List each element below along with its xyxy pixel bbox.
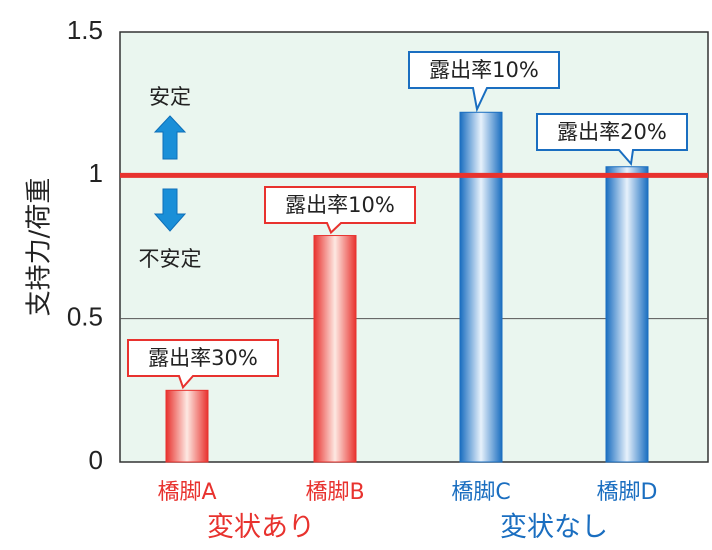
arrow-down-icon [153, 188, 187, 232]
group-label: 変状なし [500, 512, 608, 543]
callout-box [408, 51, 560, 113]
y-tick-label: 0 [89, 445, 103, 475]
group-label: 変状あり [207, 512, 315, 543]
callout-box [264, 186, 416, 235]
y-axis-label: 支持力/荷重 [25, 178, 55, 317]
bar [165, 389, 209, 463]
unstable-label: 不安定 [139, 247, 202, 271]
callout: 露出率20% [536, 113, 688, 167]
callout-label: 露出率30% [148, 346, 258, 370]
bar [459, 111, 503, 463]
y-tick-label: 1 [89, 158, 103, 188]
y-tick-label: 0.5 [67, 302, 103, 332]
arrow-up-icon [153, 115, 187, 160]
callout-label: 露出率20% [557, 120, 667, 144]
group-labels: 変状あり 変状なし [207, 512, 608, 543]
stable-label: 安定 [149, 85, 191, 109]
bar [605, 166, 649, 463]
category-label: 橋脚A [157, 480, 216, 505]
stability-annotation: 安定 不安定 [139, 85, 202, 271]
category-label: 橋脚C [451, 480, 510, 505]
callout: 露出率10% [408, 51, 560, 113]
y-tick-label: 1.5 [67, 15, 103, 45]
category-labels: 橋脚A 橋脚B 橋脚C 橋脚D [157, 480, 657, 505]
callout: 露出率30% [127, 339, 279, 390]
callout-box [127, 339, 279, 390]
category-label: 橋脚B [305, 480, 364, 505]
callout-label: 露出率10% [429, 58, 539, 82]
bar [313, 235, 357, 463]
callouts: 露出率30% 露出率10% 露出率10% 露出率20% [127, 51, 688, 390]
callout: 露出率10% [264, 186, 416, 235]
category-label: 橋脚D [597, 480, 658, 505]
y-axis-ticks: 0 0.5 1 1.5 [67, 15, 103, 475]
callout-label: 露出率10% [285, 193, 395, 217]
bars [165, 111, 649, 463]
callout-box [536, 113, 688, 167]
